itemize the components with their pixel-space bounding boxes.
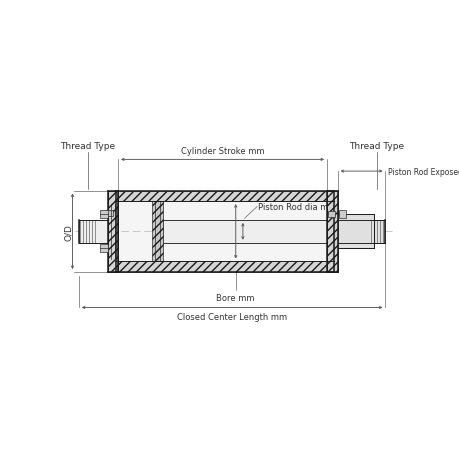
Text: Piston Rod dia mm: Piston Rod dia mm: [257, 202, 336, 212]
Text: O/D: O/D: [63, 224, 73, 240]
Bar: [116, 202, 333, 262]
Bar: [100, 211, 108, 219]
Bar: [151, 202, 162, 262]
Bar: [108, 191, 118, 273]
Bar: [100, 245, 108, 252]
Bar: [79, 220, 108, 243]
Text: Thread Type: Thread Type: [348, 141, 403, 151]
Bar: [162, 220, 326, 243]
Text: Piston Rod Exposed Length mm: Piston Rod Exposed Length mm: [387, 167, 459, 176]
Text: Closed Center Length mm: Closed Center Length mm: [177, 313, 286, 321]
Bar: [116, 262, 333, 273]
Text: Cylinder Stroke mm: Cylinder Stroke mm: [180, 146, 264, 156]
Bar: [326, 191, 337, 273]
Bar: [116, 191, 333, 202]
Text: Bore mm: Bore mm: [216, 293, 254, 302]
Bar: [337, 215, 373, 249]
Bar: [373, 220, 385, 243]
Bar: [106, 211, 113, 217]
Text: Thread Type: Thread Type: [60, 141, 115, 151]
Bar: [339, 211, 345, 219]
Bar: [327, 211, 335, 218]
